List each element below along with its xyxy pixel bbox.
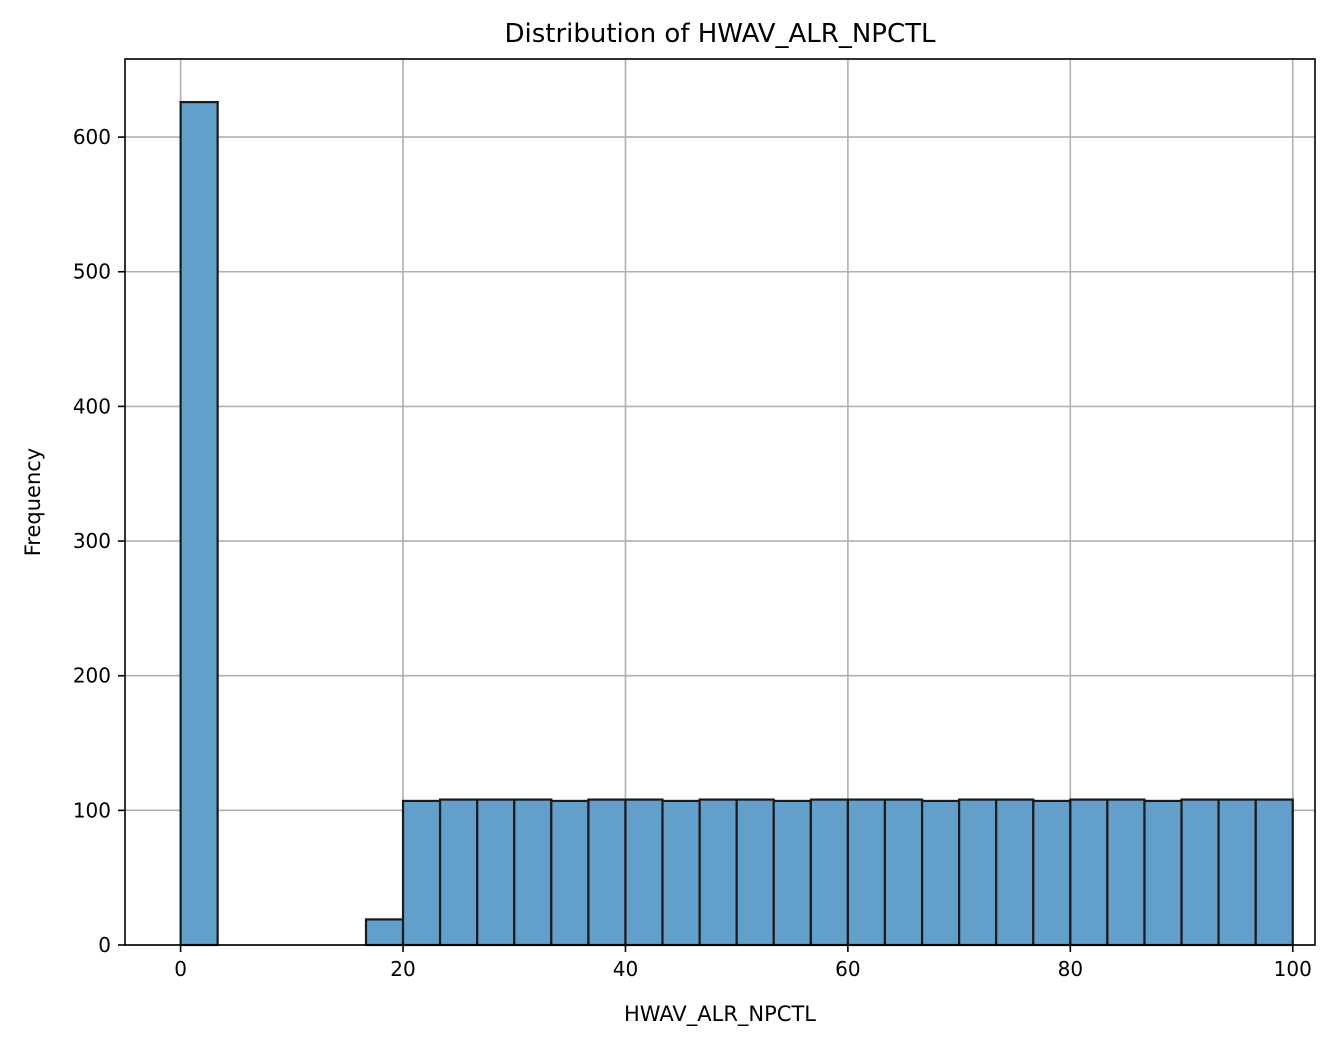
histogram-bar bbox=[624, 798, 664, 947]
axis-ticks: 0 20 40 60 80 100 0 100 200 300 400 500 600 bbox=[73, 125, 1312, 981]
x-tick-label: 100 bbox=[1274, 957, 1312, 981]
histogram-bar bbox=[364, 918, 405, 947]
histogram-bar bbox=[735, 798, 775, 947]
x-tick-label: 40 bbox=[613, 957, 638, 981]
histogram-bar bbox=[1180, 798, 1220, 947]
y-axis-label: Frequency bbox=[21, 448, 45, 557]
y-tick-label: 500 bbox=[73, 260, 111, 284]
histogram-bar bbox=[920, 799, 961, 947]
y-tick-label: 200 bbox=[73, 664, 111, 688]
histogram-bars bbox=[179, 100, 1294, 947]
histogram-bar bbox=[1069, 798, 1109, 947]
histogram-bar bbox=[698, 798, 738, 947]
chart-title: Distribution of HWAV_ALR_NPCTL bbox=[504, 19, 936, 49]
histogram-bar bbox=[1217, 798, 1257, 947]
histogram-bar bbox=[513, 798, 553, 947]
x-axis-label: HWAV_ALR_NPCTL bbox=[624, 1002, 816, 1027]
histogram-bar bbox=[587, 798, 627, 947]
histogram-bar bbox=[476, 798, 516, 947]
y-tick-label: 100 bbox=[73, 798, 111, 822]
y-tick-label: 0 bbox=[98, 933, 111, 957]
plot-frame bbox=[124, 58, 1316, 946]
histogram-bar bbox=[179, 100, 219, 947]
histogram-bar bbox=[809, 798, 849, 947]
histogram-bar bbox=[661, 799, 701, 947]
histogram-bar bbox=[1254, 798, 1294, 947]
histogram-bar bbox=[958, 798, 998, 947]
x-tick-label: 20 bbox=[390, 957, 415, 981]
y-tick-label: 400 bbox=[73, 394, 111, 418]
histogram-bar bbox=[1106, 798, 1146, 947]
histogram-bar bbox=[438, 798, 479, 947]
histogram-bar bbox=[550, 799, 590, 947]
x-tick-label: 60 bbox=[835, 957, 860, 981]
histogram-bar bbox=[1032, 799, 1072, 947]
histogram-bar bbox=[772, 799, 812, 947]
y-tick-label: 600 bbox=[73, 125, 111, 149]
histogram-bar bbox=[401, 799, 442, 947]
histogram-bar bbox=[883, 798, 924, 947]
plot-area bbox=[125, 59, 1315, 945]
x-tick-label: 0 bbox=[174, 957, 187, 981]
y-tick-label: 300 bbox=[73, 529, 111, 553]
histogram-bar bbox=[846, 798, 887, 947]
histogram-bar bbox=[995, 798, 1035, 947]
x-tick-label: 80 bbox=[1058, 957, 1083, 981]
histogram-bar bbox=[1143, 799, 1183, 947]
